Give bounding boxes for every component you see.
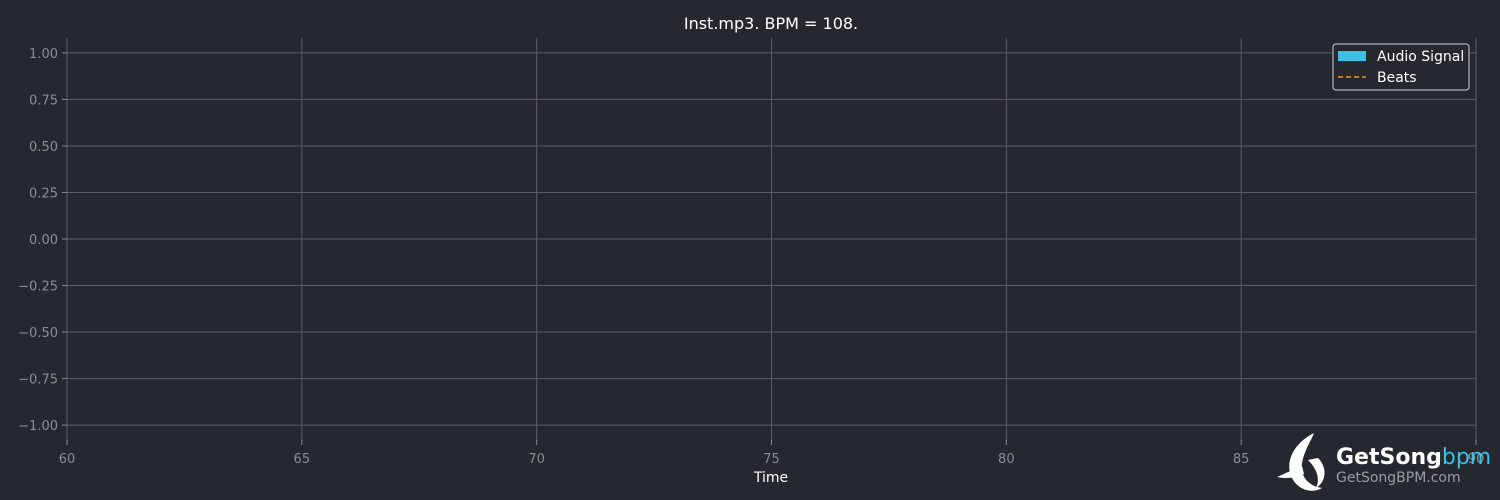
bird-logo-icon [1277,433,1325,491]
brand-url: GetSongBPM.com [1336,470,1461,486]
y-tick-label: 0.75 [29,93,58,108]
x-tick-label: 85 [1233,452,1250,467]
chart-title: Inst.mp3. BPM = 108. [684,14,858,33]
y-tick-label: 0.50 [29,140,58,155]
grid-lines [66,38,1477,440]
brand-name: GetSongbpm [1336,445,1491,470]
y-tick-label: −0.25 [18,280,58,295]
x-tick-label: 60 [59,452,76,467]
legend-swatch-0 [1338,51,1366,61]
y-tick-label: 1.00 [29,47,58,62]
y-tick-label: −1.00 [18,419,58,434]
x-tick-label: 90 [1468,452,1485,467]
legend-box [1332,43,1470,91]
legend-label-1: Beats [1377,70,1417,86]
x-tick-label: 80 [998,452,1015,467]
y-tick-label: 0.25 [29,186,58,201]
x-tick-label: 75 [763,452,780,467]
x-tick-label: 65 [294,452,311,467]
y-tick-label: 0.00 [29,233,58,248]
y-tick-label: −0.50 [18,326,58,341]
legend-label-0: Audio Signal [1377,49,1464,65]
x-axis-label: Time [753,470,788,486]
axis-ticks: 1.00 0.75 0.50 0.25 0.00 −0.25 −0.50 −0.75 −1.00… [18,47,1484,467]
y-tick-label: −0.75 [18,373,58,388]
chart-legend: Audio Signal Beats [1332,43,1470,91]
x-tick-label: 70 [528,452,545,467]
